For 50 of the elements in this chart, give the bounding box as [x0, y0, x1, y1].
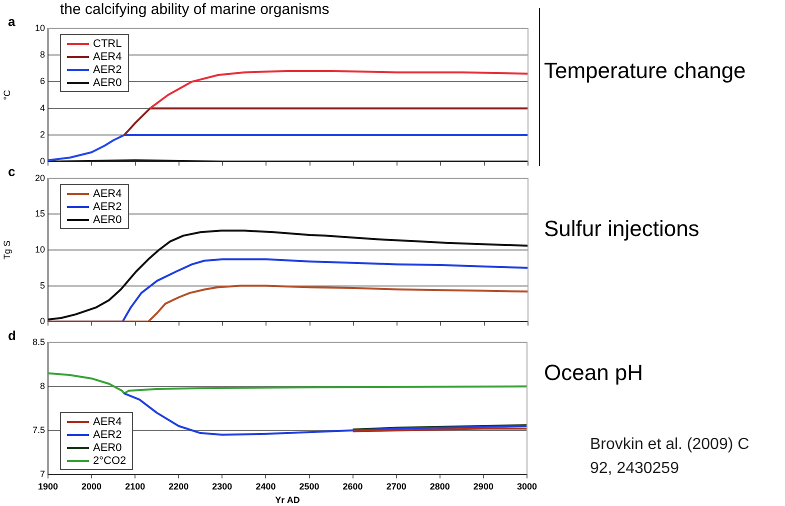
y-tick-label: 8 [40, 380, 45, 391]
legend-label: CTRL [93, 38, 122, 50]
x-tick-label: 1900 [38, 481, 58, 492]
y-tick-label: 7.5 [32, 424, 45, 435]
y-tick-label: 20 [34, 172, 45, 183]
y-tick-label: 2 [40, 129, 45, 140]
text: Sulfur injections [544, 216, 700, 242]
legend-label: AER2 [93, 64, 122, 76]
x-tick-label: 2100 [125, 481, 146, 492]
y-tick-label: 8 [40, 50, 45, 60]
text: the calcifying ability of marine organisms [60, 1, 330, 18]
x-tick-label: 2400 [256, 481, 276, 492]
legend-label: AER0 [93, 214, 122, 226]
x-tick-label: 2000 [82, 481, 102, 492]
text: d [8, 328, 16, 343]
text: a [8, 14, 16, 29]
x-tick-label: 2500 [299, 481, 320, 492]
y-tick-label: 0 [40, 316, 45, 326]
text: Ocean pH [544, 360, 644, 386]
y-tick-label: 10 [34, 22, 45, 33]
text: c [8, 164, 16, 179]
y-tick-label: 7 [40, 468, 45, 479]
y-tick-label: 10 [34, 244, 45, 254]
x-tick-label: 2200 [168, 481, 189, 492]
legend-label: AER4 [93, 416, 122, 428]
legend-label: AER2 [93, 428, 122, 441]
y-tick-label: 5 [40, 280, 45, 290]
legend-label: AER4 [93, 188, 122, 200]
x-tick-label: 2600 [342, 481, 363, 492]
y-tick-label: 4 [40, 102, 45, 113]
legend-label: AER4 [93, 50, 122, 63]
text: Brovkin et al. (2009) C [590, 436, 750, 454]
y-tick-label: 15 [34, 208, 45, 219]
legend-label: 2°CO2 [93, 454, 126, 467]
x-tick-label: 2900 [473, 481, 494, 492]
y-axis-title: Tg S [2, 240, 12, 260]
text: 92, 2430259 [590, 460, 679, 478]
legend-label: AER2 [93, 200, 122, 213]
legend-label: AER0 [93, 442, 122, 454]
text: Temperature change [544, 58, 746, 84]
y-tick-label: 6 [40, 76, 45, 86]
legend-label: AER0 [93, 76, 122, 89]
y-tick-label: 8.5 [32, 336, 45, 347]
x-axis-title: Yr AD [275, 495, 300, 506]
y-tick-label: 0 [40, 156, 45, 166]
y-axis-title: °C [2, 89, 12, 100]
x-tick-label: 2300 [212, 481, 232, 492]
x-tick-label: 3000 [516, 481, 538, 492]
x-tick-label: 2700 [386, 481, 406, 492]
x-tick-label: 2800 [430, 481, 450, 492]
